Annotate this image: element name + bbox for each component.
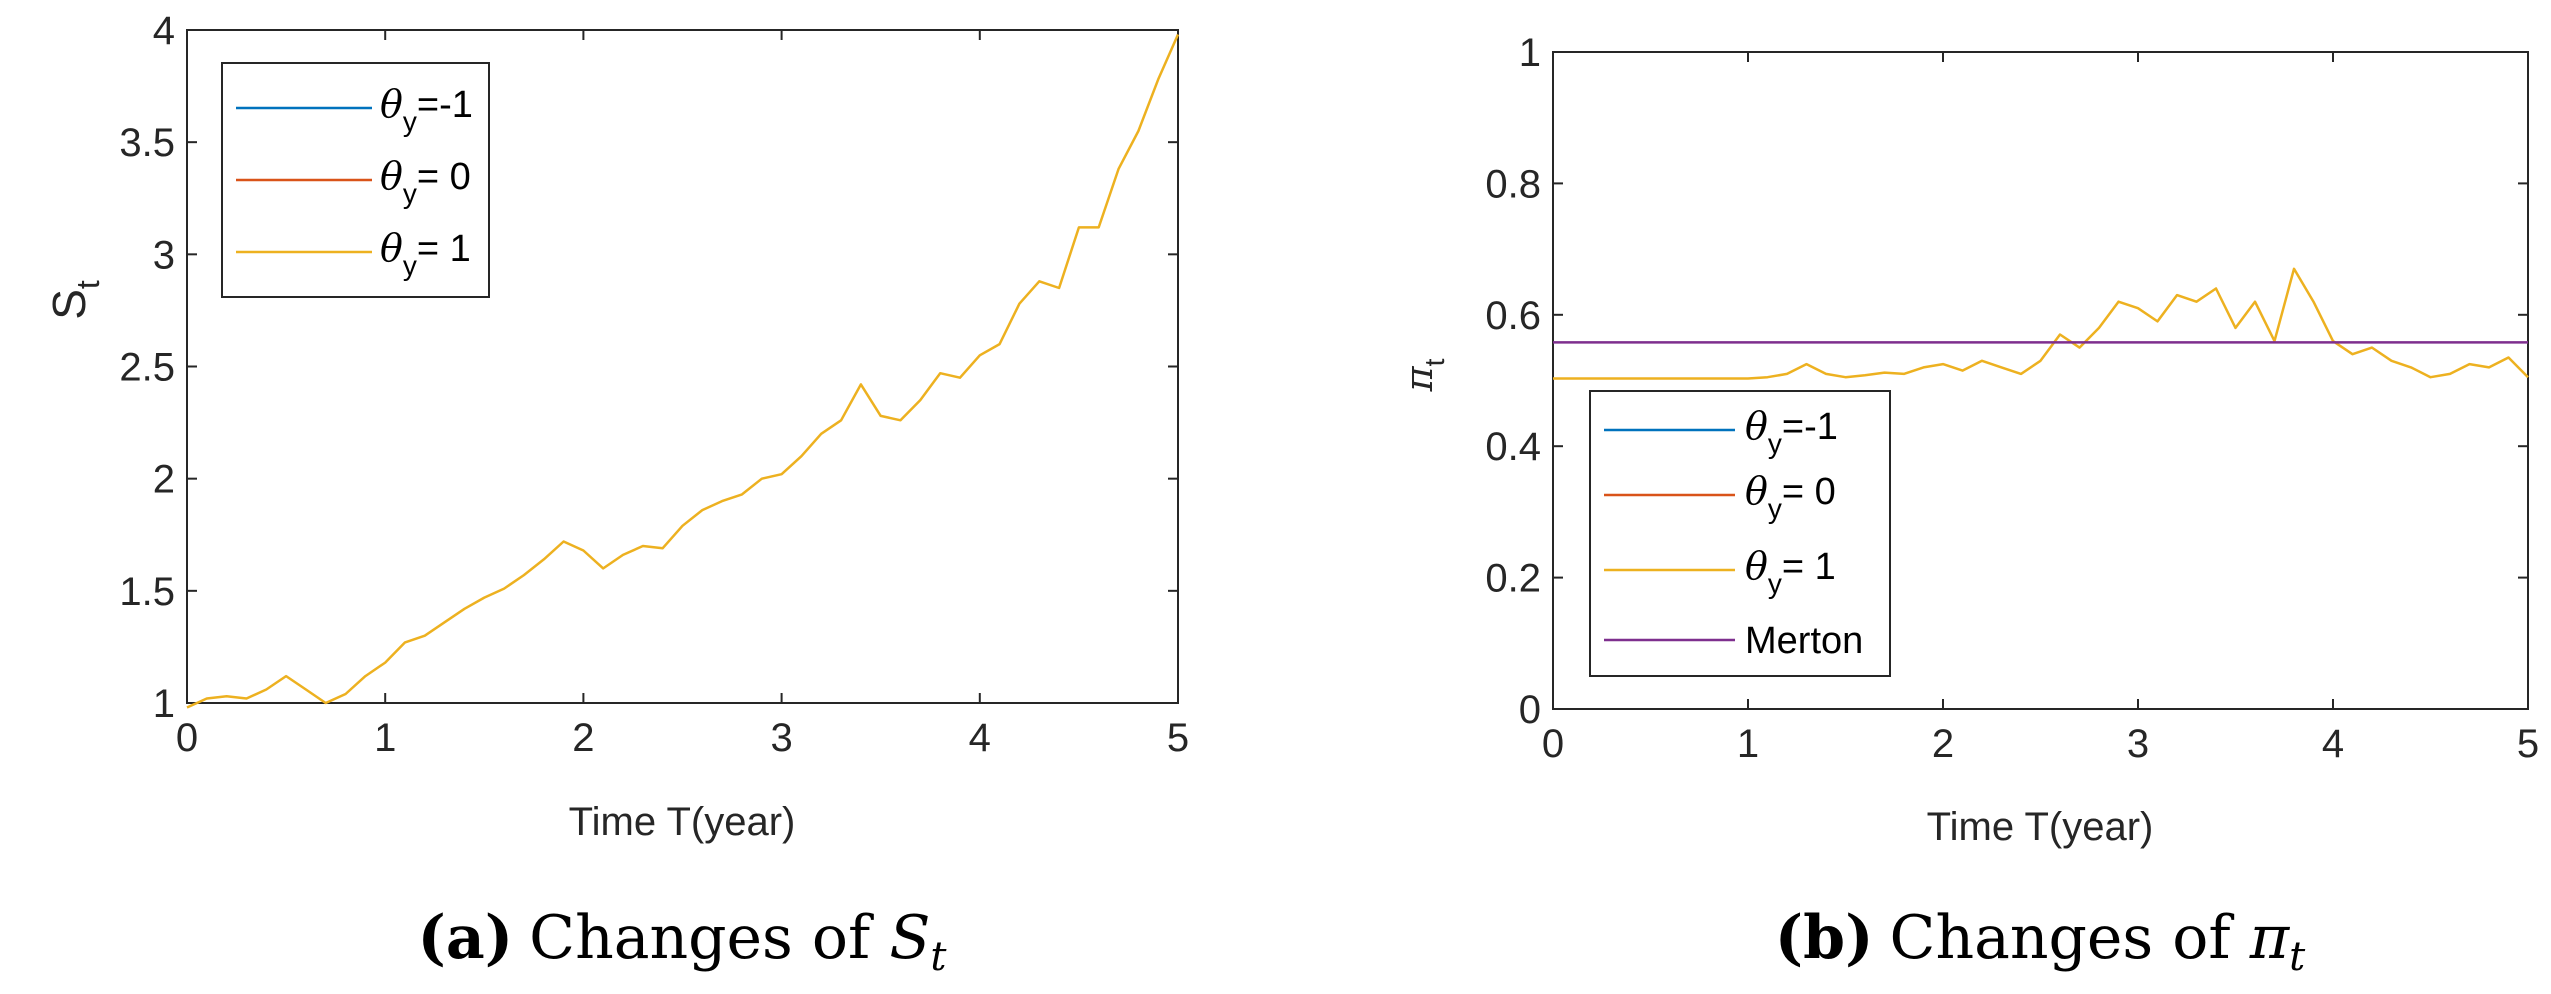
ytick-label-a-0: 1 — [153, 682, 175, 726]
ylabel-a: St — [43, 280, 106, 320]
ytick-label-b-3: 0.6 — [1485, 294, 1541, 338]
ytick-label-b-1: 0.2 — [1485, 557, 1541, 601]
legend-label-a-1: θy= 0 — [380, 154, 471, 209]
legend-label-b-0: θy=-1 — [1745, 404, 1838, 459]
ytick-label-b-4: 0.8 — [1485, 162, 1541, 206]
xtick-label-b-0: 0 — [1542, 722, 1564, 766]
ticks-b: 0 1 2 3 4 5 0 0.2 0.4 0.6 0.8 1 — [1485, 31, 2539, 766]
xtick-label-b-2: 2 — [1932, 722, 1954, 766]
xtick-label-b-3: 3 — [2127, 722, 2149, 766]
caption-a: (a) Changes of St — [418, 903, 948, 980]
ytick-label-b-5: 1 — [1519, 31, 1541, 75]
ytick-label-b-0: 0 — [1519, 688, 1541, 732]
series-line-b-2 — [1553, 267, 2529, 380]
xtick-label-a-1: 1 — [374, 716, 396, 760]
legend-box-b — [1589, 390, 1891, 677]
ytick-label-a-6: 4 — [153, 9, 175, 53]
panel-a: 0 1 2 3 4 511.522.533.54 St Time T(year) θy=-… — [43, 9, 1189, 980]
ytick-label-a-3: 2.5 — [119, 346, 175, 390]
ytick-label-a-1: 1.5 — [119, 570, 175, 614]
ylabel-b: πt — [1397, 358, 1450, 392]
xtick-label-a-4: 4 — [969, 716, 991, 760]
legend-b: θy=-1 θy= 0 θy= 1 Merton — [1589, 390, 1891, 677]
legend-label-a-0: θy=-1 — [380, 82, 473, 137]
ytick-label-a-4: 3 — [153, 233, 175, 277]
panel-b: 0 1 2 3 4 5 0 0.2 0.4 0.6 0.8 1 πt Time T(year) θy=… — [1397, 31, 2539, 980]
ticks-a: 0 1 2 3 4 511.522.533.54 — [119, 9, 1189, 760]
ytick-label-a-5: 3.5 — [119, 121, 175, 165]
series-group-b — [1553, 267, 2529, 380]
ytick-label-a-2: 2 — [153, 458, 175, 502]
xlabel-b: Time T(year) — [1927, 805, 2154, 849]
xtick-label-a-2: 2 — [572, 716, 594, 760]
series-line-a-2 — [186, 33, 1180, 709]
xlabel-a: Time T(year) — [569, 800, 796, 844]
caption-b: (b) Changes of πt — [1775, 903, 2306, 980]
ytick-label-b-2: 0.4 — [1485, 425, 1541, 469]
legend-label-b-3: Merton — [1745, 620, 1863, 662]
series-group-a — [186, 33, 1180, 709]
xtick-label-b-1: 1 — [1737, 722, 1759, 766]
legend-label-a-2: θy= 1 — [380, 226, 471, 281]
xtick-label-b-5: 5 — [2517, 722, 2539, 766]
legend-label-b-1: θy= 0 — [1745, 469, 1836, 524]
xtick-label-a-3: 3 — [770, 716, 792, 760]
legend-label-b-2: θy= 1 — [1745, 544, 1836, 599]
xtick-label-b-4: 4 — [2322, 722, 2344, 766]
legend-a: θy=-1 θy= 0 θy= 1 — [221, 62, 490, 298]
xtick-label-a-0: 0 — [176, 716, 198, 760]
xtick-label-a-5: 5 — [1167, 716, 1189, 760]
